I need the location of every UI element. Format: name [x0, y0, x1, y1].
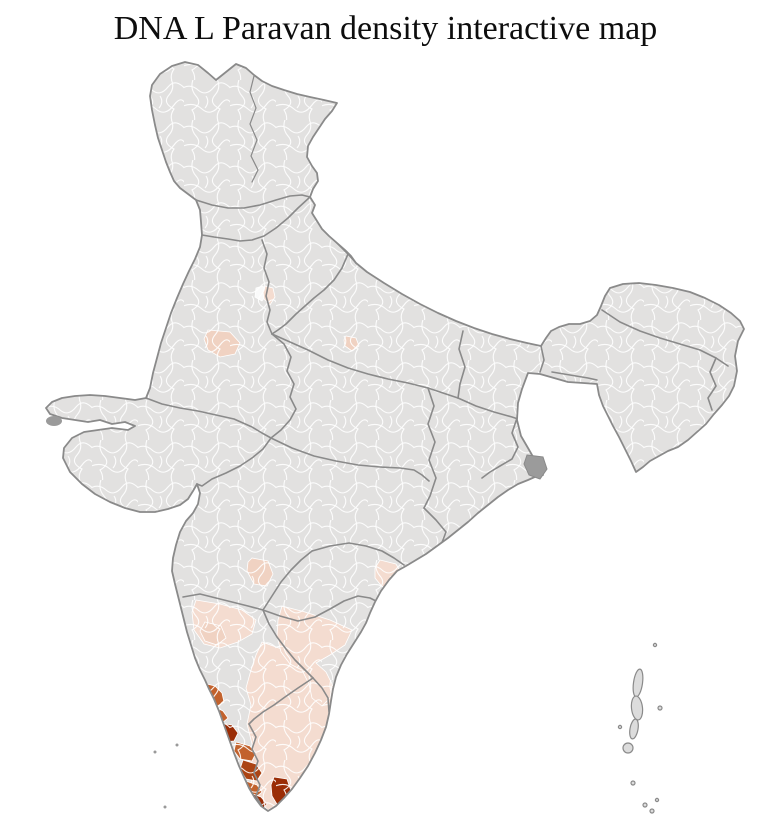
sundarbans-delta: [523, 454, 548, 480]
andaman-nicobar-islands: [617, 642, 663, 814]
lakshadweep-islands: [153, 743, 179, 809]
state-boundaries: [145, 75, 729, 807]
page-title: DNA L Paravan density interactive map: [113, 10, 658, 47]
kutch-islet: [46, 416, 62, 426]
